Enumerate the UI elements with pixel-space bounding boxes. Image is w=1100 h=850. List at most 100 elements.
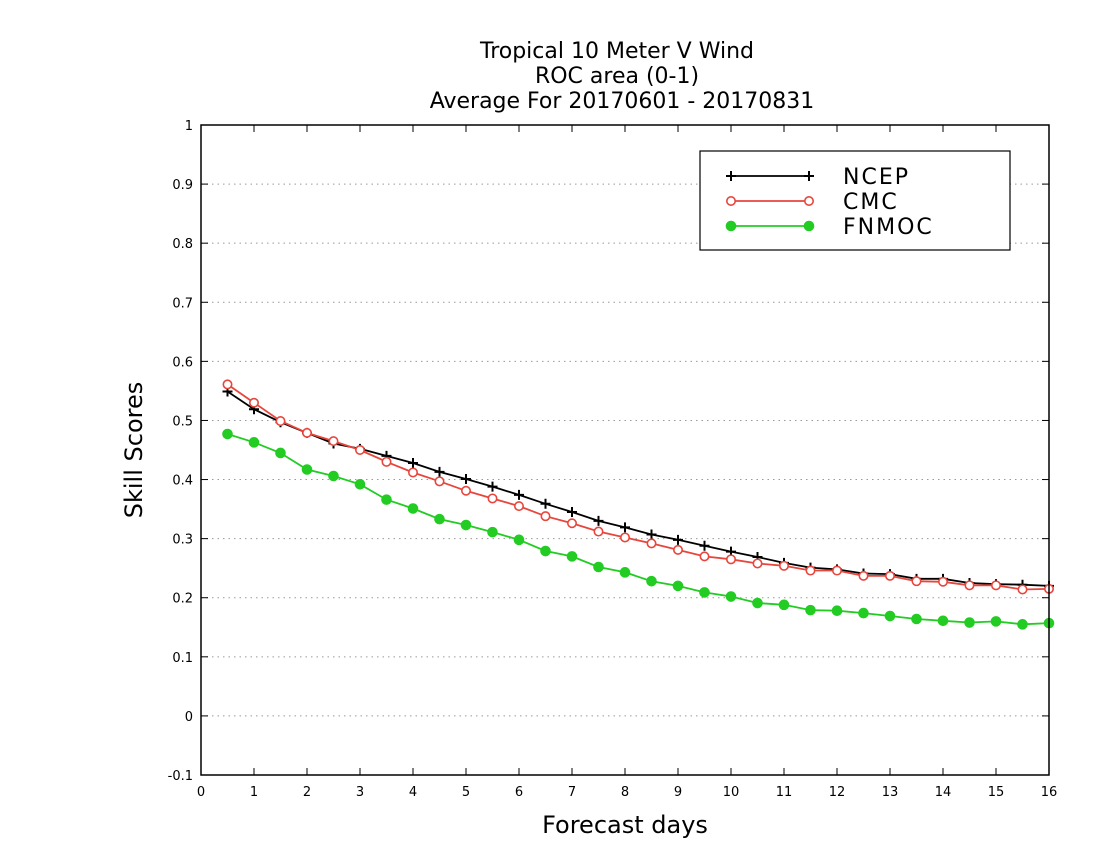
- x-tick-label: 3: [356, 785, 364, 800]
- data-point-fnmoc: [646, 575, 657, 587]
- legend-label-fnmoc: FNMOC: [843, 215, 934, 240]
- data-point-cmc: [911, 576, 922, 587]
- data-point-ncep: [620, 522, 630, 533]
- data-point-ncep: [646, 529, 657, 540]
- data-point-cmc: [937, 576, 948, 587]
- data-point-cmc: [699, 551, 710, 562]
- legend-label-ncep: NCEP: [843, 165, 910, 190]
- data-point-fnmoc: [964, 617, 975, 628]
- series-ncep: [222, 386, 1054, 591]
- y-tick-label: 0.3: [172, 533, 193, 548]
- data-point-fnmoc: [540, 545, 551, 557]
- data-point-fnmoc: [1017, 619, 1028, 630]
- data-point-fnmoc: [805, 604, 816, 616]
- series-cmc: [222, 379, 1055, 595]
- y-tick-label: 0.8: [172, 237, 193, 252]
- data-point-fnmoc: [858, 607, 869, 619]
- x-tick-label: 13: [882, 785, 899, 800]
- data-point-fnmoc: [911, 613, 922, 625]
- y-tick-label: 0.6: [172, 355, 193, 370]
- x-tick-label: 2: [303, 785, 311, 800]
- y-tick-label: 0.5: [172, 414, 193, 429]
- data-point-fnmoc: [937, 615, 949, 627]
- x-tick-label: 12: [829, 785, 846, 800]
- data-point-cmc: [1017, 584, 1028, 595]
- data-point-cmc: [990, 580, 1001, 591]
- series-layer: [222, 379, 1055, 630]
- data-point-fnmoc: [778, 599, 790, 611]
- y-tick-label: 0.1: [172, 651, 193, 666]
- data-point-ncep: [673, 534, 683, 545]
- data-point-fnmoc: [725, 591, 737, 602]
- data-point-fnmoc: [301, 464, 313, 475]
- y-tick-label: 0.7: [172, 296, 193, 311]
- data-point-fnmoc: [328, 470, 339, 482]
- series-line-cmc: [226, 383, 1050, 591]
- y-tick-label: 0.4: [172, 474, 193, 489]
- data-point-cmc: [487, 493, 498, 504]
- legend-marker-fnmoc: [725, 220, 737, 232]
- data-point-cmc: [752, 558, 763, 569]
- data-point-cmc: [805, 565, 816, 576]
- data-point-fnmoc: [248, 437, 260, 448]
- data-point-cmc: [301, 427, 312, 438]
- data-point-cmc: [566, 518, 577, 529]
- series-line-fnmoc: [227, 433, 1050, 626]
- y-tick-label: -0.1: [168, 769, 193, 784]
- data-point-fnmoc: [513, 534, 525, 546]
- data-point-cmc: [831, 565, 842, 576]
- data-point-cmc: [328, 436, 339, 447]
- data-point-cmc: [460, 485, 471, 496]
- data-point-ncep: [434, 466, 445, 477]
- data-point-cmc: [222, 379, 233, 390]
- data-point-cmc: [646, 538, 657, 549]
- data-point-ncep: [540, 498, 551, 509]
- plot-frame: [200, 124, 1050, 776]
- legend-marker-fnmoc: [803, 220, 815, 232]
- data-point-ncep: [567, 507, 577, 518]
- data-point-fnmoc: [354, 478, 366, 490]
- x-tick-label: 10: [723, 785, 740, 800]
- x-axis-label: Forecast days: [542, 811, 708, 839]
- x-tick-label: 8: [621, 785, 629, 800]
- data-point-ncep: [514, 489, 524, 500]
- data-point-cmc: [858, 570, 869, 581]
- y-axis-label: Skill Scores: [120, 382, 148, 519]
- data-point-fnmoc: [884, 610, 896, 622]
- data-point-cmc: [884, 570, 895, 581]
- legend-marker-cmc: [725, 196, 736, 207]
- x-tick-label: 5: [462, 785, 470, 800]
- data-point-cmc: [407, 467, 418, 478]
- data-point-fnmoc: [672, 580, 684, 592]
- grid-lines: [201, 183, 1049, 717]
- series-fnmoc: [222, 428, 1055, 630]
- data-point-cmc: [381, 456, 392, 467]
- data-point-cmc: [964, 580, 975, 591]
- data-point-cmc: [778, 560, 789, 571]
- data-point-ncep: [487, 481, 498, 492]
- data-point-fnmoc: [222, 428, 233, 440]
- data-point-fnmoc: [990, 616, 1002, 627]
- legend-marker-ncep: [804, 171, 814, 181]
- data-point-fnmoc: [381, 494, 392, 505]
- y-tick-label: 0.9: [172, 178, 193, 193]
- y-tick-label: 1: [185, 119, 193, 134]
- data-point-fnmoc: [699, 587, 710, 598]
- data-point-cmc: [275, 416, 286, 427]
- chart-title-line-3: Average For 20170601 - 20170831: [430, 89, 815, 114]
- chart-title: Tropical 10 Meter V Wind ROC area (0-1) …: [430, 39, 815, 114]
- chart-title-line-1: Tropical 10 Meter V Wind: [479, 39, 754, 64]
- x-tick-label: 9: [674, 785, 682, 800]
- axes: -0.100.10.20.30.40.50.60.70.80.910 1 2 3 4 5 6…: [168, 119, 1058, 800]
- data-point-fnmoc: [407, 503, 419, 514]
- data-point-fnmoc: [460, 519, 472, 531]
- data-point-cmc: [540, 511, 551, 522]
- x-tick-label: 7: [568, 785, 576, 800]
- chart-title-line-2: ROC area (0-1): [535, 64, 699, 89]
- data-point-fnmoc: [831, 605, 843, 617]
- data-point-ncep: [699, 540, 710, 551]
- x-tick-label: 11: [776, 785, 793, 800]
- data-point-cmc: [354, 444, 365, 455]
